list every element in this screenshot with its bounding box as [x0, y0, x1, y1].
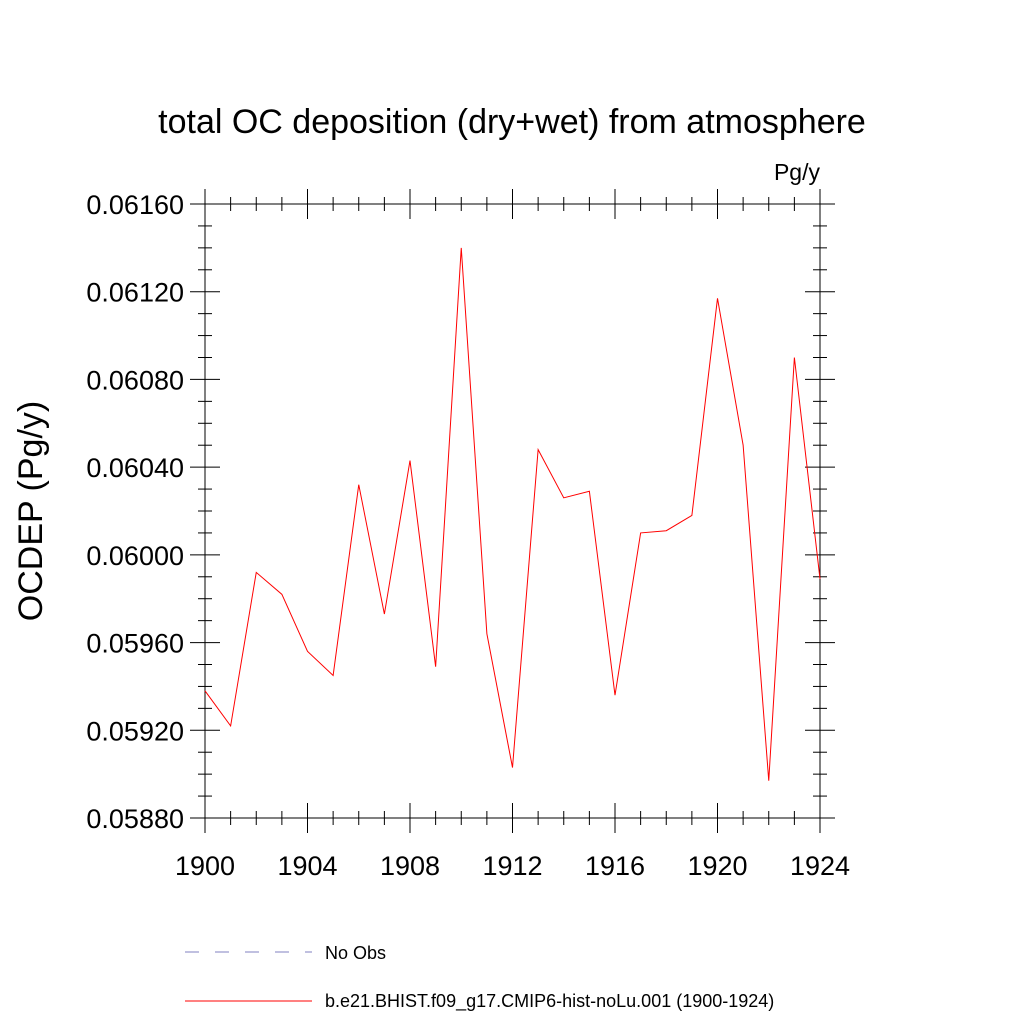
x-tick-label: 1900: [175, 851, 235, 881]
x-tick-label: 1916: [585, 851, 645, 881]
y-tick-label: 0.06040: [86, 453, 184, 483]
axis-ticks: [190, 189, 835, 833]
x-tick-label: 1904: [277, 851, 337, 881]
legend-label-no-obs: No Obs: [325, 943, 386, 963]
y-tick-label: 0.06000: [86, 541, 184, 571]
series-lines: [204, 247, 821, 781]
x-tick-label: 1912: [482, 851, 542, 881]
units-label: Pg/y: [774, 159, 821, 185]
y-tick-label: 0.05880: [86, 804, 184, 834]
y-tick-label: 0.06120: [86, 278, 184, 308]
series-line-0: [204, 247, 821, 781]
x-tick-label: 1908: [380, 851, 440, 881]
x-tick-label: 1920: [687, 851, 747, 881]
plot-frame: [204, 203, 821, 819]
legend-label-model: b.e21.BHIST.f09_g17.CMIP6-hist-noLu.001 …: [325, 991, 774, 1012]
y-tick-label: 0.06080: [86, 365, 184, 395]
y-tick-labels: 0.05880 0.05920 0.05960 0.06000 0.06040 0.060…: [86, 190, 184, 834]
y-axis-label: OCDEP (Pg/y): [12, 401, 50, 621]
legend: No Obs b.e21.BHIST.f09_g17.CMIP6-hist-no…: [185, 943, 774, 1012]
y-tick-label: 0.06160: [86, 190, 184, 220]
y-tick-label: 0.05960: [86, 629, 184, 659]
x-tick-labels: 1900 1904 1908 1912 1916 1920 1924: [175, 851, 850, 881]
x-tick-label: 1924: [790, 851, 850, 881]
y-tick-label: 0.05920: [86, 716, 184, 746]
chart-title: total OC deposition (dry+wet) from atmos…: [158, 103, 866, 141]
